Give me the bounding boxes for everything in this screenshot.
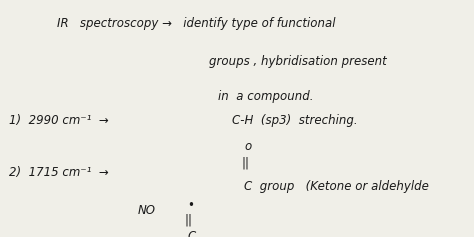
Text: 2)  1715 cm⁻¹  →: 2) 1715 cm⁻¹ → [9,166,109,179]
Text: ||: || [185,213,193,226]
Text: •: • [187,199,194,212]
Text: C: C [187,230,195,237]
Text: C-H  (sp3)  streching.: C-H (sp3) streching. [232,114,358,127]
Text: NO: NO [137,204,155,217]
Text: IR   spectroscopy →   identify type of functional: IR spectroscopy → identify type of funct… [57,17,336,30]
Text: groups , hybridisation present: groups , hybridisation present [209,55,386,68]
Text: ||: || [242,156,250,169]
Text: 1)  2990 cm⁻¹  →: 1) 2990 cm⁻¹ → [9,114,109,127]
Text: o: o [244,140,251,153]
Text: C  group   (Ketone or aldehylde: C group (Ketone or aldehylde [244,180,429,193]
Text: in  a compound.: in a compound. [218,90,313,103]
